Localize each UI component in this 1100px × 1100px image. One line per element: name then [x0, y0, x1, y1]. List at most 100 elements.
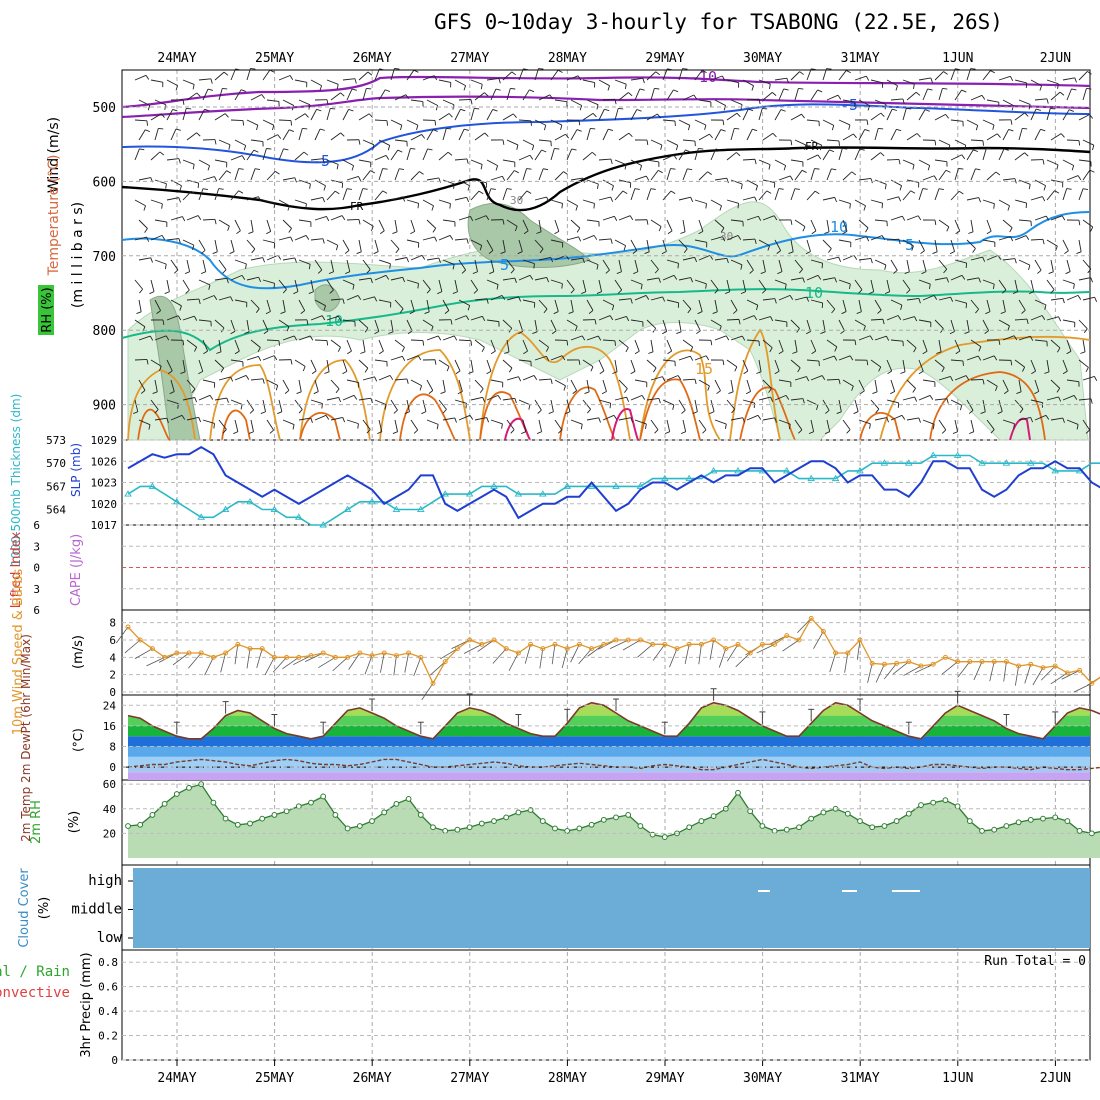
thickness-marker	[417, 505, 425, 512]
wind-barb-flag	[720, 227, 725, 233]
wind-barb-flag	[958, 190, 964, 195]
wind-barb	[442, 379, 446, 392]
wind-barb	[858, 219, 869, 229]
wind-barb-flag	[251, 248, 256, 254]
wind-barb	[582, 359, 594, 368]
wind-barb	[410, 134, 422, 141]
wind-barb-flag	[311, 370, 317, 375]
wind-barb-flag	[378, 350, 384, 355]
wind-barb-flag	[181, 415, 186, 420]
wind10-barb	[272, 657, 287, 673]
wind-barb	[410, 339, 424, 342]
wind-barb-flag	[496, 284, 499, 290]
wind-barb-flag	[222, 88, 228, 90]
wind-barb-flag	[1056, 387, 1061, 393]
wind-barb-flag	[866, 236, 870, 242]
wind-barb-flag	[347, 350, 352, 355]
wind-barb	[666, 168, 671, 181]
wind10-barb	[1061, 669, 1080, 680]
wind-barb	[326, 108, 331, 121]
wind-barb	[502, 397, 515, 401]
temperature-contour	[137, 371, 1046, 441]
wind10-barb	[172, 652, 190, 666]
wind-barb-flag	[614, 340, 616, 346]
wind-barb-flag	[921, 271, 927, 275]
wind-barb-flag	[164, 291, 170, 294]
wind-barb	[838, 319, 845, 331]
wind-barb-flag	[774, 298, 777, 304]
wind-barb-flag	[178, 238, 181, 244]
wind-barb-flag	[1010, 236, 1014, 242]
wind-barb-flag	[885, 335, 890, 341]
wind-barb	[342, 319, 355, 322]
wind-barb-flag	[175, 128, 181, 131]
wind-barb-flag	[214, 176, 218, 182]
wind-barb	[570, 335, 583, 341]
wind-barb-flag	[234, 350, 240, 355]
wind-barb-flag	[660, 144, 663, 150]
wind-barb-flag	[898, 196, 902, 202]
wind-barb	[470, 315, 483, 321]
wind-barb	[886, 279, 891, 292]
wind-barb-flag	[740, 184, 743, 190]
wind-barb	[218, 219, 230, 227]
wind10-point	[564, 646, 570, 652]
wind-barb	[730, 219, 743, 222]
wind-barb	[474, 215, 487, 221]
wind10-barb	[492, 648, 507, 664]
wind-barb-flag	[1014, 258, 1017, 264]
wind-barb	[614, 159, 627, 165]
wind-barb-flag	[325, 415, 330, 420]
wind-barb-flag	[421, 134, 426, 139]
wind-barb-flag	[1003, 148, 1009, 151]
wind10-point	[918, 663, 924, 669]
wind-barb	[250, 94, 262, 101]
wind-barb	[1002, 299, 1006, 312]
wind-barb-flag	[200, 271, 206, 275]
wind-barb	[726, 279, 731, 292]
wind-barb	[230, 274, 243, 281]
wind-barb-flag	[977, 355, 982, 361]
rh2m-point	[747, 808, 754, 815]
wind-barb-flag	[310, 417, 313, 423]
wind-barb-flag	[277, 134, 282, 139]
rh2m-point	[1064, 818, 1071, 824]
wind-barb-flag	[223, 71, 229, 76]
x-day-label-bottom: 31MAY	[841, 1071, 880, 1086]
wind-barb	[1046, 159, 1059, 166]
wind10-point	[625, 637, 631, 643]
rh2m-point	[820, 809, 827, 816]
wind-barb-flag	[811, 68, 817, 71]
wind-barb	[186, 416, 199, 421]
wind-barb	[826, 168, 832, 181]
rh2m-point	[552, 825, 558, 832]
wind-barb-flag	[768, 83, 771, 90]
wind10-point	[991, 659, 997, 665]
wind-barb-flag	[360, 351, 366, 354]
wind-barb	[262, 69, 271, 81]
wind-barb	[1030, 315, 1043, 321]
wind-barb-flag	[191, 388, 196, 394]
wind-barb	[794, 376, 807, 381]
wind-barb	[550, 70, 559, 81]
wind-barb	[918, 239, 925, 251]
wind-barb	[262, 319, 269, 332]
wind-barb-flag	[785, 395, 790, 400]
wind-barb	[650, 170, 659, 181]
wind-barb	[490, 259, 495, 272]
wind-barb-flag	[978, 346, 982, 352]
wind-barb-flag	[1007, 325, 1010, 331]
wind-barb	[294, 79, 307, 83]
wind-barb	[378, 299, 391, 303]
slp-tick-label: 1017	[91, 519, 118, 532]
wind-barb	[314, 414, 327, 421]
wind-barb-flag	[950, 296, 954, 302]
wind-barb-flag	[1043, 185, 1047, 191]
wind-barb	[490, 379, 503, 383]
wind-barb-flag	[566, 340, 569, 346]
wind10-point	[601, 641, 607, 647]
wind-barb	[502, 319, 513, 329]
wind-barb-flag	[1029, 336, 1034, 341]
wind-barb-flag	[265, 311, 271, 315]
